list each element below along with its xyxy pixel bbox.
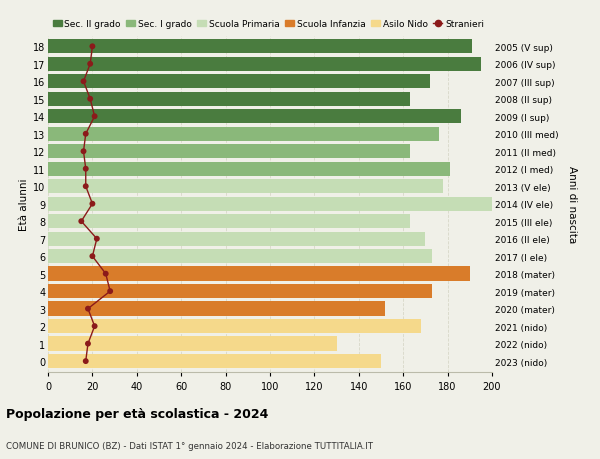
Point	[83, 305, 93, 313]
Point	[85, 96, 95, 103]
Point	[77, 218, 86, 225]
Bar	[48, 232, 425, 246]
Bar	[48, 179, 443, 194]
Y-axis label: Anni di nascita: Anni di nascita	[567, 166, 577, 243]
Bar	[48, 75, 430, 89]
Point	[81, 358, 91, 365]
Point	[79, 148, 88, 156]
Text: Popolazione per età scolastica - 2024: Popolazione per età scolastica - 2024	[6, 407, 268, 420]
Bar	[48, 127, 439, 142]
Bar	[48, 145, 410, 159]
Text: COMUNE DI BRUNICO (BZ) - Dati ISTAT 1° gennaio 2024 - Elaborazione TUTTITALIA.IT: COMUNE DI BRUNICO (BZ) - Dati ISTAT 1° g…	[6, 441, 373, 450]
Point	[85, 61, 95, 68]
Point	[88, 44, 97, 51]
Bar	[48, 110, 461, 124]
Bar	[48, 162, 450, 177]
Point	[83, 340, 93, 347]
Bar	[48, 337, 337, 351]
Point	[106, 288, 115, 295]
Bar	[48, 214, 410, 229]
Point	[79, 78, 88, 86]
Bar	[48, 57, 481, 72]
Bar	[48, 302, 385, 316]
Bar	[48, 249, 432, 264]
Bar	[48, 197, 492, 212]
Point	[88, 201, 97, 208]
Bar	[48, 267, 470, 281]
Point	[101, 270, 110, 278]
Point	[81, 166, 91, 173]
Bar	[48, 92, 410, 106]
Point	[88, 253, 97, 260]
Y-axis label: Età alunni: Età alunni	[19, 178, 29, 230]
Point	[81, 183, 91, 190]
Point	[90, 323, 100, 330]
Point	[92, 235, 101, 243]
Bar	[48, 319, 421, 334]
Legend: Sec. II grado, Sec. I grado, Scuola Primaria, Scuola Infanzia, Asilo Nido, Stran: Sec. II grado, Sec. I grado, Scuola Prim…	[53, 20, 484, 29]
Bar	[48, 285, 432, 299]
Bar	[48, 40, 472, 54]
Bar	[48, 354, 381, 369]
Point	[90, 113, 100, 121]
Point	[81, 131, 91, 138]
